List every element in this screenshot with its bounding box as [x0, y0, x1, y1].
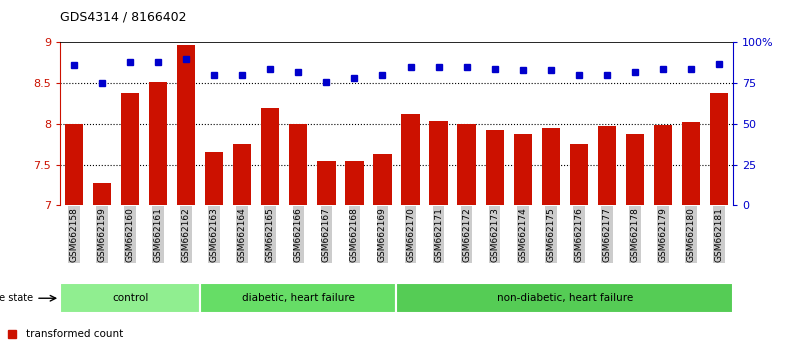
Text: GSM662162: GSM662162	[182, 207, 191, 262]
Bar	[682, 122, 700, 205]
Bar	[457, 124, 476, 205]
Text: control: control	[112, 293, 148, 303]
Bar	[233, 144, 252, 205]
Bar	[710, 93, 728, 205]
Bar	[205, 152, 223, 205]
Bar	[149, 81, 167, 205]
Text: GSM662173: GSM662173	[490, 207, 499, 262]
Text: disease state: disease state	[0, 293, 33, 303]
Bar	[289, 124, 308, 205]
Text: GSM662163: GSM662163	[210, 207, 219, 262]
Text: GSM662179: GSM662179	[658, 207, 667, 262]
Bar	[513, 134, 532, 205]
Bar	[570, 144, 588, 205]
Text: GSM662177: GSM662177	[602, 207, 611, 262]
Text: GDS4314 / 8166402: GDS4314 / 8166402	[60, 11, 187, 24]
Text: GSM662174: GSM662174	[518, 207, 527, 262]
Text: transformed count: transformed count	[26, 329, 123, 339]
Text: GSM662160: GSM662160	[126, 207, 135, 262]
Bar	[626, 134, 644, 205]
Bar	[598, 126, 616, 205]
Text: non-diabetic, heart failure: non-diabetic, heart failure	[497, 293, 633, 303]
Text: GSM662169: GSM662169	[378, 207, 387, 262]
Bar	[93, 183, 111, 205]
Bar	[177, 45, 195, 205]
Text: GSM662181: GSM662181	[714, 207, 723, 262]
Bar	[373, 154, 392, 205]
Text: GSM662158: GSM662158	[70, 207, 78, 262]
Bar	[121, 93, 139, 205]
Text: diabetic, heart failure: diabetic, heart failure	[242, 293, 355, 303]
Text: GSM662180: GSM662180	[686, 207, 695, 262]
Text: GSM662159: GSM662159	[98, 207, 107, 262]
Text: GSM662168: GSM662168	[350, 207, 359, 262]
Text: GSM662164: GSM662164	[238, 207, 247, 262]
Bar	[60, 283, 200, 313]
Text: GSM662165: GSM662165	[266, 207, 275, 262]
Text: GSM662172: GSM662172	[462, 207, 471, 262]
Text: GSM662167: GSM662167	[322, 207, 331, 262]
Bar	[345, 161, 364, 205]
Text: GSM662176: GSM662176	[574, 207, 583, 262]
Bar	[429, 121, 448, 205]
Bar	[401, 114, 420, 205]
Bar	[654, 125, 672, 205]
Text: GSM662170: GSM662170	[406, 207, 415, 262]
Bar	[541, 128, 560, 205]
Text: GSM662175: GSM662175	[546, 207, 555, 262]
Text: GSM662166: GSM662166	[294, 207, 303, 262]
Bar	[396, 283, 733, 313]
Bar	[200, 283, 396, 313]
Bar	[485, 130, 504, 205]
Bar	[65, 124, 83, 205]
Bar	[261, 108, 280, 205]
Bar	[317, 161, 336, 205]
Text: GSM662161: GSM662161	[154, 207, 163, 262]
Text: GSM662171: GSM662171	[434, 207, 443, 262]
Text: GSM662178: GSM662178	[630, 207, 639, 262]
